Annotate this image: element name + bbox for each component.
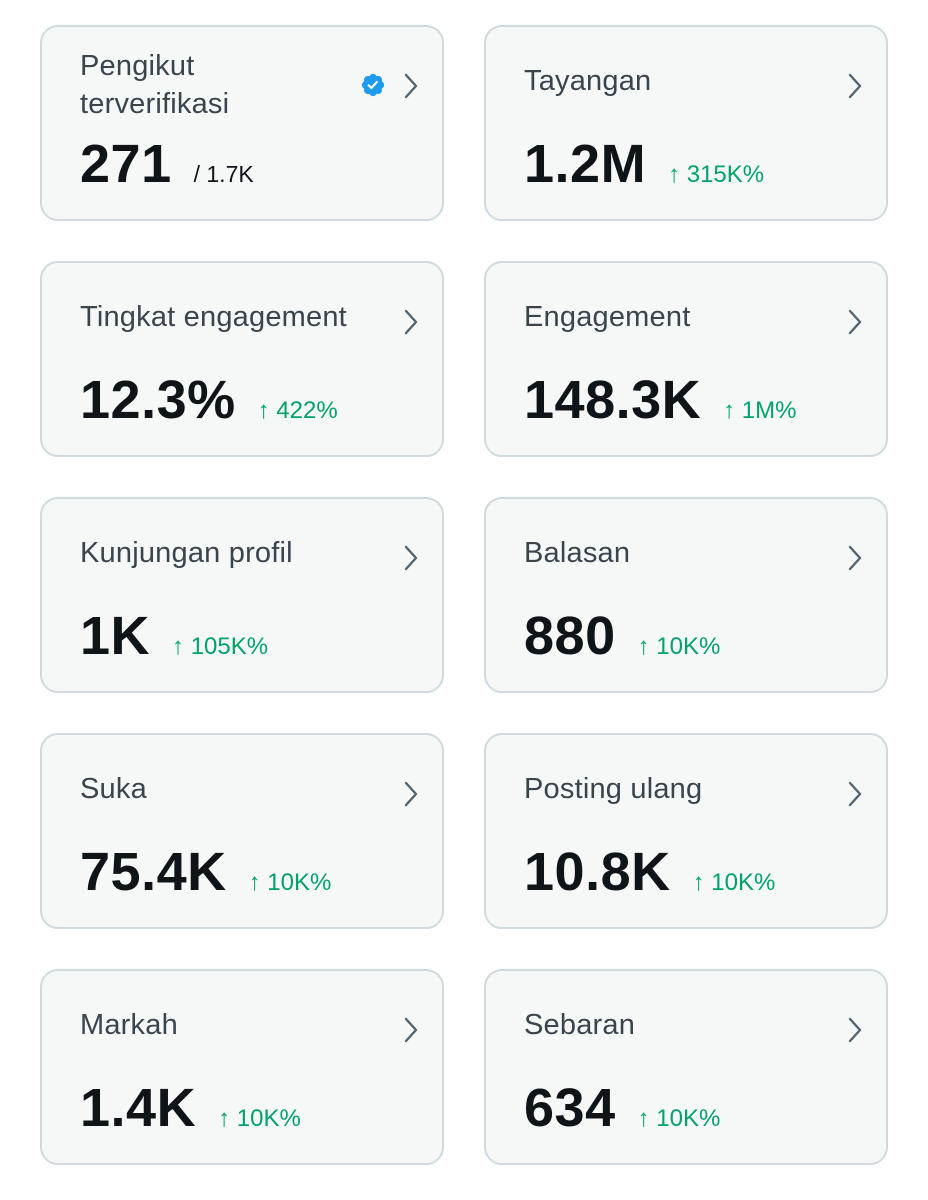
card-verified-followers[interactable]: Pengikut terverifikasi 271 / 1.7K (40, 25, 444, 221)
metric-change: ↑ 10K% (248, 869, 332, 896)
value-row: 1.2M ↑ 315K% (524, 133, 765, 194)
chevron-right-icon (404, 309, 418, 335)
metric-value: 634 (524, 1078, 616, 1138)
value-row: 1.4K ↑ 10K% (80, 1077, 301, 1138)
metric-value: 75.4K (80, 842, 227, 902)
card-title: Kunjungan profil (80, 537, 293, 569)
card-profile-visits[interactable]: Kunjungan profil 1K ↑ 105K% (40, 497, 444, 693)
chevron-right-icon (848, 545, 862, 571)
metric-value: 12.3% (80, 370, 236, 430)
metric-change: ↑ 1M% (723, 397, 797, 424)
value-row: 75.4K ↑ 10K% (80, 841, 332, 902)
chevron-right-icon (848, 73, 862, 99)
value-row: 12.3% ↑ 422% (80, 369, 338, 430)
metric-value: 1.2M (524, 134, 647, 194)
card-title: Engagement (524, 301, 691, 333)
card-impressions[interactable]: Tayangan 1.2M ↑ 315K% (484, 25, 888, 221)
card-replies[interactable]: Balasan 880 ↑ 10K% (484, 497, 888, 693)
card-bookmarks[interactable]: Markah 1.4K ↑ 10K% (40, 969, 444, 1165)
card-title: Pengikut terverifikasi (80, 50, 230, 120)
metric-value: 10.8K (524, 842, 671, 902)
card-title: Tayangan (524, 65, 652, 97)
metric-change: ↑ 105K% (172, 633, 269, 660)
value-row: 880 ↑ 10K% (524, 605, 721, 666)
card-title: Suka (80, 773, 147, 805)
metric-total: / 1.7K (193, 161, 254, 187)
metric-value: 148.3K (524, 370, 702, 430)
analytics-cards-grid: Pengikut terverifikasi 271 / 1.7K Tayang… (40, 25, 888, 1165)
card-title: Posting ulang (524, 773, 703, 805)
chevron-right-icon (404, 545, 418, 571)
value-row: 1K ↑ 105K% (80, 605, 269, 666)
card-reposts[interactable]: Posting ulang 10.8K ↑ 10K% (484, 733, 888, 929)
card-likes[interactable]: Suka 75.4K ↑ 10K% (40, 733, 444, 929)
metric-value: 1.4K (80, 1078, 197, 1138)
chevron-right-icon (848, 781, 862, 807)
card-title: Sebaran (524, 1009, 636, 1041)
value-row: 271 / 1.7K (80, 133, 254, 194)
value-row: 634 ↑ 10K% (524, 1077, 721, 1138)
chevron-right-icon (848, 309, 862, 335)
card-title: Tingkat engagement (80, 301, 347, 333)
metric-value: 271 (80, 134, 172, 194)
card-title: Markah (80, 1009, 178, 1041)
metric-change: ↑ 10K% (637, 1105, 721, 1132)
card-engagement-rate[interactable]: Tingkat engagement 12.3% ↑ 422% (40, 261, 444, 457)
verified-badge-icon (361, 73, 385, 97)
chevron-right-icon (404, 1017, 418, 1043)
value-row: 148.3K ↑ 1M% (524, 369, 797, 430)
value-row: 10.8K ↑ 10K% (524, 841, 776, 902)
metric-change: ↑ 422% (257, 397, 338, 424)
metric-value: 880 (524, 606, 616, 666)
metric-change: ↑ 315K% (668, 161, 765, 188)
card-engagements[interactable]: Engagement 148.3K ↑ 1M% (484, 261, 888, 457)
metric-change: ↑ 10K% (692, 869, 776, 896)
card-shares[interactable]: Sebaran 634 ↑ 10K% (484, 969, 888, 1165)
metric-change: ↑ 10K% (637, 633, 721, 660)
metric-change: ↑ 10K% (218, 1105, 301, 1132)
card-title: Balasan (524, 537, 631, 569)
chevron-right-icon (404, 73, 418, 99)
metric-value: 1K (80, 606, 151, 666)
chevron-right-icon (404, 781, 418, 807)
chevron-right-icon (848, 1017, 862, 1043)
